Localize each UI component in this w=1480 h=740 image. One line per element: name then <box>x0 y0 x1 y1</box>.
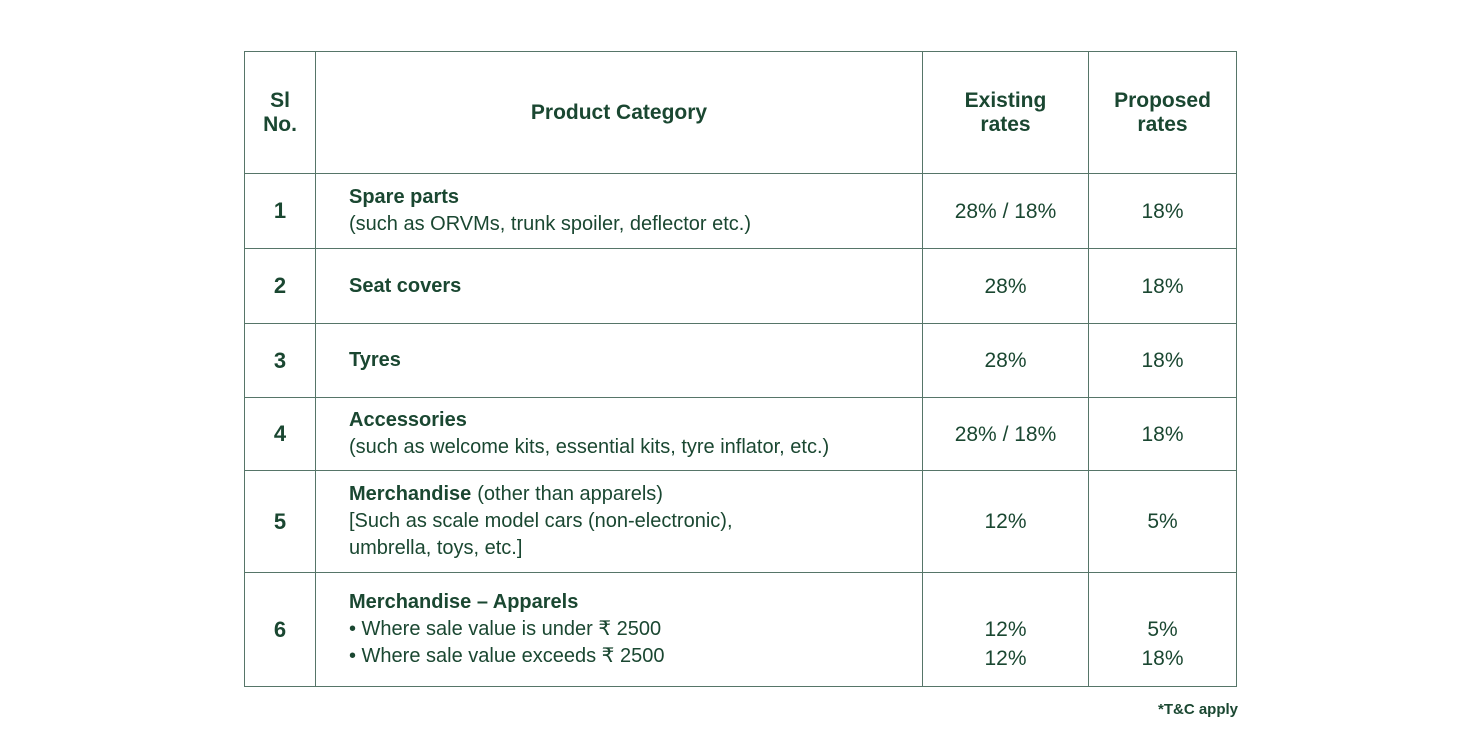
row-2-number-value: 2 <box>273 273 287 298</box>
row-6-bullet-2: • Where sale value exceeds ₹ 2500 <box>349 645 665 667</box>
header-proposed-line2: rates <box>1137 112 1188 136</box>
row-5-category-desc-line2: umbrella, toys, etc.] <box>349 537 523 559</box>
row-2-proposed-rate: 18% <box>1089 249 1236 324</box>
row-2-existing-rate: 28% <box>923 249 1089 324</box>
row-3-existing-value: 28% <box>984 349 1027 372</box>
row-5-category-title: Merchandise <box>349 483 472 505</box>
header-cell-product-category: Product Category <box>316 52 923 174</box>
header-cell-existing-rates: Existing rates <box>923 52 1089 174</box>
row-1-category-desc: (such as ORVMs, trunk spoiler, deflector… <box>349 213 752 235</box>
row-1-category-title: Spare parts <box>349 186 460 208</box>
row-5-existing-value: 12% <box>984 510 1027 533</box>
header-sl-no-line2: No. <box>263 112 297 136</box>
row-3-category: Tyres <box>316 324 923 398</box>
row-6-category: Merchandise – Apparels • Where sale valu… <box>316 573 923 686</box>
row-4-proposed-value: 18% <box>1141 422 1184 446</box>
row-5-proposed-value: 5% <box>1147 510 1178 533</box>
header-proposed-line1: Proposed <box>1114 88 1211 112</box>
row-4-category: Accessories (such as welcome kits, essen… <box>316 398 923 471</box>
row-2-proposed-value: 18% <box>1141 274 1184 298</box>
row-6-bullet-1: • Where sale value is under ₹ 2500 <box>349 618 662 640</box>
row-1-existing-rate: 28% / 18% <box>923 174 1089 249</box>
row-2-category: Seat covers <box>316 249 923 324</box>
header-product-category-label: Product Category <box>530 100 708 124</box>
row-3-number-value: 3 <box>273 347 287 373</box>
row-2-category-title: Seat covers <box>349 274 462 297</box>
row-1-existing-value: 28% / 18% <box>954 199 1057 223</box>
header-sl-no-label: Sl No. <box>263 89 297 137</box>
row-5-proposed-rate: 5% <box>1089 471 1236 573</box>
row-3-category-title: Tyres <box>349 349 401 371</box>
row-5-existing-rate: 12% <box>923 471 1089 573</box>
header-cell-sl-no: Sl No. <box>245 52 316 174</box>
row-6-existing-rate: 12% 12% <box>923 573 1089 686</box>
row-4-existing-rate: 28% / 18% <box>923 398 1089 471</box>
row-3-number: 3 <box>245 324 316 398</box>
row-6-proposed-value-1: 5% <box>1147 618 1178 641</box>
row-4-existing-value: 28% / 18% <box>954 422 1057 446</box>
row-5-category-title-suffix: (other than apparels) <box>477 483 663 505</box>
row-6-proposed-value-2: 18% <box>1141 647 1184 670</box>
row-4-proposed-rate: 18% <box>1089 398 1236 471</box>
row-6-existing-value-2: 12% <box>984 647 1027 670</box>
row-2-number: 2 <box>245 249 316 324</box>
row-3-existing-rate: 28% <box>923 324 1089 398</box>
row-5-category: Merchandise (other than apparels) [Such a… <box>316 471 923 573</box>
row-6-number-value: 6 <box>273 616 287 642</box>
row-5-number: 5 <box>245 471 316 573</box>
row-6-existing-value-1: 12% <box>984 618 1027 641</box>
row-4-number-value: 4 <box>273 421 287 446</box>
row-5-number-value: 5 <box>273 508 287 534</box>
row-5-category-desc-line1: [Such as scale model cars (non-electroni… <box>349 510 733 532</box>
row-4-category-title: Accessories <box>349 409 467 431</box>
row-3-proposed-rate: 18% <box>1089 324 1236 398</box>
row-1-number-value: 1 <box>273 198 287 223</box>
header-existing-line1: Existing <box>964 88 1047 112</box>
row-4-number: 4 <box>245 398 316 471</box>
row-1-number: 1 <box>245 174 316 249</box>
rates-table: Sl No. Product Category Existing rates P… <box>244 51 1237 687</box>
row-6-category-title: Merchandise – Apparels <box>349 591 579 613</box>
row-1-category: Spare parts (such as ORVMs, trunk spoile… <box>316 174 923 249</box>
row-1-proposed-value: 18% <box>1141 199 1184 223</box>
header-existing-line2: rates <box>980 112 1031 136</box>
tnc-note: *T&C apply <box>1157 701 1238 718</box>
row-2-existing-value: 28% <box>984 274 1027 298</box>
row-1-proposed-rate: 18% <box>1089 174 1236 249</box>
header-existing-rates-label: Existing rates <box>965 89 1047 137</box>
row-4-category-desc: (such as welcome kits, essential kits, t… <box>349 436 830 458</box>
row-3-proposed-value: 18% <box>1141 349 1184 372</box>
header-sl-no-line1: Sl <box>270 88 290 112</box>
row-6-proposed-rate: 5% 18% <box>1089 573 1236 686</box>
header-proposed-rates-label: Proposed rates <box>1114 89 1211 137</box>
row-5-category-title-line: Merchandise (other than apparels) <box>349 481 910 508</box>
row-6-number: 6 <box>245 573 316 686</box>
header-cell-proposed-rates: Proposed rates <box>1089 52 1236 174</box>
